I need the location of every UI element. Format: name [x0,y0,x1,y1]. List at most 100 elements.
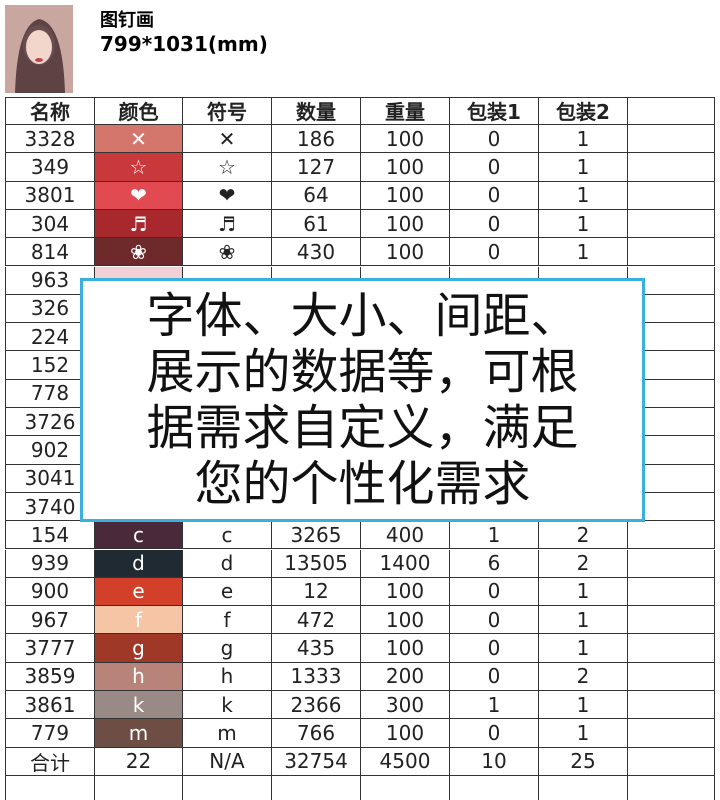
value-cell: 100 [361,577,450,607]
column-header: 颜色 [95,97,183,125]
empty-cell [450,775,539,800]
name-cell: 304 [5,209,95,239]
empty-cell [628,577,715,607]
total-cell: N/A [183,747,272,776]
value-cell: 0 [450,238,539,267]
value-cell: 0 [450,153,539,182]
name-cell: 3726 [5,408,95,437]
empty-cell [628,323,715,352]
name-cell: 326 [5,294,95,324]
value-cell: 1 [539,125,628,154]
value-cell: 0 [450,209,539,239]
value-cell: 2366 [272,691,361,720]
empty-cell [95,775,183,800]
value-cell: 1 [539,153,628,182]
value-cell: 6 [450,549,539,578]
empty-cell [628,719,715,748]
empty-cell [628,464,715,493]
empty-cell [628,97,715,125]
value-cell: 100 [361,238,450,267]
value-cell: 0 [450,606,539,635]
value-cell: 61 [272,209,361,239]
empty-cell [628,153,715,182]
color-cell: d [95,549,183,578]
name-cell: 3328 [5,125,95,154]
value-cell: 0 [450,125,539,154]
empty-cell [628,294,715,324]
color-cell: e [95,577,183,607]
value-cell: 400 [361,521,450,550]
symbol-cell: c [183,521,272,550]
total-cell: 25 [539,747,628,776]
empty-cell [628,521,715,550]
column-header: 包装1 [450,97,539,125]
total-cell: 4500 [361,747,450,776]
name-cell: 3801 [5,181,95,210]
empty-cell [628,606,715,635]
symbol-cell: ♬ [183,209,272,239]
name-cell: 814 [5,238,95,267]
notice-line: 据需求自定义，满足 [146,400,579,456]
empty-cell [628,181,715,210]
symbol-cell: k [183,691,272,720]
empty-cell [361,775,450,800]
total-cell: 合计 [5,747,95,776]
name-cell: 900 [5,577,95,607]
value-cell: 0 [450,719,539,748]
color-cell: g [95,634,183,663]
color-cell: ✕ [95,125,183,154]
value-cell: 1 [539,209,628,239]
notice-line: 字体、大小、间距、 [146,288,579,344]
value-cell: 13505 [272,549,361,578]
value-cell: 2 [539,662,628,691]
notice-line: 您的个性化需求 [194,456,531,512]
value-cell: 1 [539,691,628,720]
name-cell: 779 [5,719,95,748]
color-cell: ❤ [95,181,183,210]
name-cell: 967 [5,606,95,635]
value-cell: 100 [361,125,450,154]
empty-cell [628,775,715,800]
title: 图钉画 [100,10,154,31]
value-cell: 1 [539,719,628,748]
empty-cell [628,266,715,295]
empty-cell [628,634,715,663]
value-cell: 100 [361,181,450,210]
empty-cell [628,238,715,267]
value-cell: 1 [450,691,539,720]
symbol-cell: ✕ [183,125,272,154]
value-cell: 1 [539,634,628,663]
column-header: 数量 [272,97,361,125]
empty-cell [272,775,361,800]
notice-line: 展示的数据等，可根 [146,344,579,400]
empty-cell [628,549,715,578]
value-cell: 0 [450,577,539,607]
color-cell: f [95,606,183,635]
column-header: 重量 [361,97,450,125]
name-cell: 778 [5,379,95,408]
value-cell: 1333 [272,662,361,691]
value-cell: 2 [539,521,628,550]
value-cell: 0 [450,634,539,663]
symbol-cell: ❤ [183,181,272,210]
value-cell: 127 [272,153,361,182]
empty-cell [628,209,715,239]
symbol-cell: f [183,606,272,635]
color-cell: ☆ [95,153,183,182]
empty-cell [628,492,715,522]
color-cell: c [95,521,183,550]
size: 799*1031(mm) [100,32,268,56]
name-cell: 3859 [5,662,95,691]
total-cell: 10 [450,747,539,776]
symbol-cell: e [183,577,272,607]
empty-cell [539,775,628,800]
total-cell: 32754 [272,747,361,776]
empty-cell [628,662,715,691]
value-cell: 3265 [272,521,361,550]
empty-cell [628,747,715,776]
value-cell: 12 [272,577,361,607]
empty-cell [628,691,715,720]
value-cell: 2 [539,549,628,578]
name-cell: 3041 [5,464,95,493]
column-header: 符号 [183,97,272,125]
